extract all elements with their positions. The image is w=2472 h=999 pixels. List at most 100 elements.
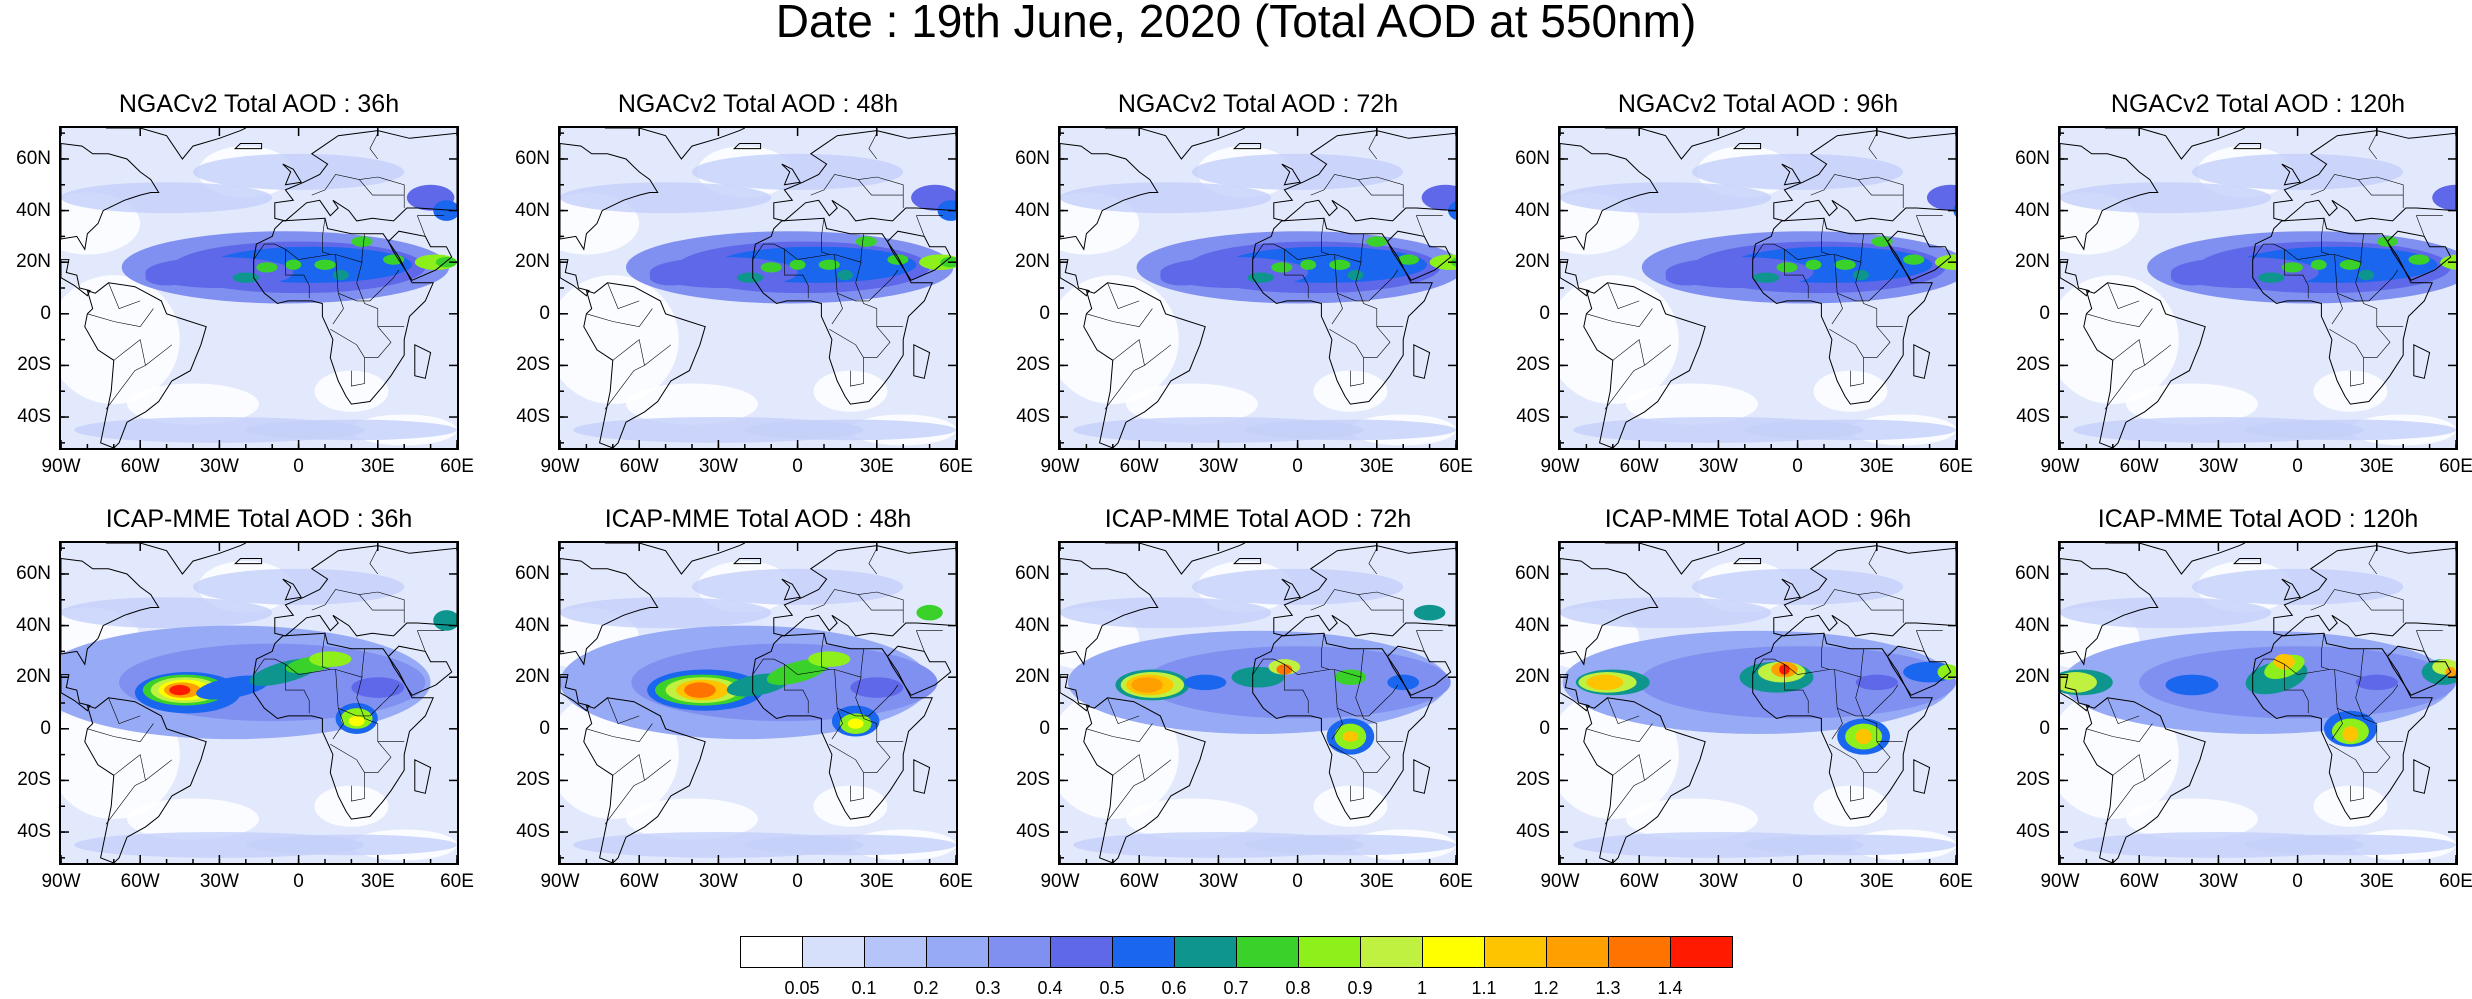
lat-tick-label: 60N <box>2015 147 2050 169</box>
coastline <box>1913 344 1931 379</box>
country-borders <box>2086 133 2443 410</box>
coastline <box>560 142 659 251</box>
coastline <box>1773 130 1956 222</box>
coastline <box>1083 282 1206 448</box>
lon-tick-label: 30E <box>360 871 395 892</box>
coastline <box>2083 282 2206 448</box>
lat-tick-label: 0 <box>40 717 51 739</box>
map-canvas <box>560 128 956 448</box>
coastline <box>1752 217 1933 405</box>
colorbar-label: 0.8 <box>1285 978 1311 998</box>
coastline <box>1604 128 1746 160</box>
border-line <box>1784 249 1809 299</box>
colorbar-label: 0.3 <box>975 978 1001 998</box>
border-line <box>2331 293 2343 325</box>
coastline <box>1752 632 1933 820</box>
aod-map <box>59 541 459 865</box>
aod-plume-blob <box>2170 269 2214 286</box>
aod-band <box>193 568 405 605</box>
coastline <box>604 128 746 160</box>
coastline <box>2060 674 2090 712</box>
lat-tick-label: 40S <box>516 406 550 428</box>
aod-band <box>1192 153 1404 190</box>
aod-plume-blob <box>348 715 365 727</box>
border-line <box>1858 594 1904 611</box>
country-borders <box>1586 548 1943 825</box>
lon-tick-label: 0 <box>1792 456 1803 477</box>
border-line <box>1368 548 1378 575</box>
lon-tick-label: 30E <box>1359 871 1394 892</box>
border-line <box>1086 723 1153 743</box>
border-line <box>2321 633 2330 670</box>
colorbar-swatch <box>1298 936 1361 968</box>
aod-plume-blob <box>1665 269 1708 286</box>
colorbar-swatch <box>864 936 927 968</box>
lon-tick-label: 30E <box>859 456 894 477</box>
coastline <box>1413 759 1431 794</box>
map-canvas <box>560 543 956 863</box>
coastline <box>732 558 762 565</box>
border-line <box>1829 677 1891 773</box>
lat-tick-label: 40S <box>2016 821 2050 843</box>
low-aod-patch <box>1060 275 1179 405</box>
aod-map <box>1058 541 1458 865</box>
lat-tick-label: 40N <box>1515 199 1550 221</box>
coastline <box>781 578 802 601</box>
border-line <box>113 754 146 781</box>
border-line <box>351 357 365 387</box>
colorbar-label: 0.1 <box>851 978 877 998</box>
panel-title: NGACv2 Total AOD : 72h <box>1117 90 1399 118</box>
border-line <box>2334 254 2399 302</box>
coastline <box>560 674 590 712</box>
lon-tick-label: 60W <box>1119 871 1159 892</box>
aod-plume-blob <box>1231 666 1285 688</box>
coastline <box>1560 674 1590 712</box>
colorbar-label: 1.1 <box>1471 978 1497 998</box>
border-line <box>1586 308 1653 328</box>
border-line <box>2368 548 2378 575</box>
aod-band <box>744 419 956 441</box>
panel-ngac-48h: NGACv2 Total AOD : 48h 60N 40N 20N 0 20S 40S 9… <box>515 90 973 477</box>
border-line <box>2104 759 2172 825</box>
border-line <box>810 589 904 623</box>
border-line <box>1358 179 1404 196</box>
colorbar-label: 1 <box>1416 978 1427 998</box>
axis-ticks <box>61 543 457 863</box>
coastline <box>886 230 952 281</box>
colorbar-label: 0.9 <box>1347 978 1373 998</box>
border-line <box>332 708 344 740</box>
aod-band <box>193 153 405 190</box>
coastlines <box>1060 543 1456 863</box>
lon-tick-label: 60E <box>2439 456 2472 477</box>
lat-tick-label: 60N <box>16 562 51 584</box>
coastline <box>913 759 931 794</box>
lat-tick-label: 40S <box>2016 406 2050 428</box>
aod-plume-blob <box>435 257 457 268</box>
coastline <box>2060 259 2090 297</box>
lat-tick-label: 20N <box>2015 666 2050 688</box>
border-line <box>1329 677 1391 773</box>
aod-plume-blob <box>1421 184 1456 211</box>
aod-plume-blob <box>760 262 782 273</box>
border-line <box>369 548 379 575</box>
lat-tick-label: 0 <box>539 717 550 739</box>
country-borders <box>87 548 444 825</box>
border-line <box>612 754 645 781</box>
panel-ngac-36h: NGACv2 Total AOD : 36h 60N 40N 20N 0 20S 40S 9… <box>16 90 474 477</box>
border-line <box>1107 282 1140 309</box>
border-line <box>1607 282 1640 309</box>
lon-tick-label: 30E <box>360 456 395 477</box>
lat-tick-label: 0 <box>2039 302 2050 324</box>
lat-tick-label: 20S <box>2016 354 2050 376</box>
panel-title: ICAP-MME Total AOD : 48h <box>604 505 912 533</box>
low-aod-patch <box>626 383 758 425</box>
border-line <box>1334 669 1399 717</box>
aod-plume-blob <box>2342 726 2359 742</box>
border-line <box>113 339 146 366</box>
axis-ticks <box>1060 128 1456 448</box>
lat-tick-label: 20N <box>16 666 51 688</box>
axis-ticks <box>560 128 956 448</box>
border-line <box>752 648 864 678</box>
lon-tick-label: 60E <box>939 456 973 477</box>
aod-map <box>1558 126 1958 450</box>
